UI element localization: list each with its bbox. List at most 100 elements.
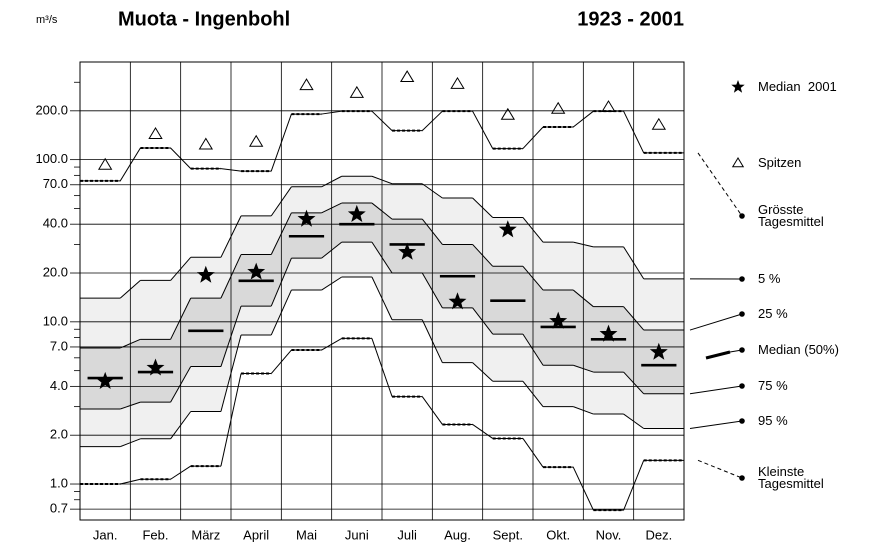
triangle bbox=[500, 107, 516, 120]
triangle bbox=[299, 78, 314, 91]
triangle bbox=[248, 134, 264, 147]
step-connector bbox=[321, 175, 342, 188]
star bbox=[599, 324, 618, 342]
x-tick-label: Okt. bbox=[546, 527, 570, 542]
legend-label: Spitzen bbox=[758, 155, 802, 170]
step-connector bbox=[120, 478, 141, 485]
y-tick-label: 0.7 bbox=[50, 501, 68, 516]
step-connector bbox=[220, 373, 242, 467]
step-connector bbox=[371, 276, 393, 320]
step-connector bbox=[421, 272, 443, 309]
step-connector bbox=[472, 424, 494, 439]
step-connector bbox=[371, 110, 393, 131]
step-connector bbox=[421, 183, 443, 199]
x-tick-label: Juli bbox=[397, 527, 417, 542]
star bbox=[398, 242, 417, 260]
step-connector bbox=[623, 413, 645, 429]
legend-dot bbox=[739, 276, 745, 282]
step-connector bbox=[270, 289, 292, 336]
plot-frame bbox=[79, 61, 685, 521]
x-tick-label: April bbox=[243, 527, 269, 542]
step-connector bbox=[573, 241, 594, 248]
x-tick-label: Jan. bbox=[93, 527, 118, 542]
star bbox=[498, 220, 517, 238]
step-connector bbox=[170, 147, 192, 169]
x-tick-label: Dez. bbox=[645, 527, 672, 542]
legend-label: Median 2001 bbox=[758, 79, 837, 94]
step-connector bbox=[472, 307, 494, 335]
step-connector bbox=[572, 110, 594, 128]
y-tick-label: 70.0 bbox=[43, 176, 68, 191]
step-connector bbox=[321, 276, 343, 291]
legend-label: 95 % bbox=[758, 413, 788, 428]
legend-line bbox=[689, 313, 743, 331]
step-connector bbox=[220, 215, 242, 258]
star bbox=[297, 209, 316, 227]
y-tick-label: 10.0 bbox=[43, 313, 68, 328]
triangle bbox=[399, 70, 415, 83]
step-connector bbox=[623, 460, 645, 511]
y-tick-label: 7.0 bbox=[50, 338, 68, 353]
step-connector bbox=[623, 246, 645, 280]
y-tick-label: 20.0 bbox=[43, 264, 68, 279]
step-connector bbox=[321, 110, 342, 115]
legend-label: Kleinste Tagesmittel bbox=[758, 464, 824, 491]
x-tick-label: Feb. bbox=[142, 527, 168, 542]
step-connector bbox=[270, 186, 292, 217]
step-connector bbox=[270, 113, 292, 172]
x-tick-label: März bbox=[191, 527, 220, 542]
step-connector bbox=[321, 202, 342, 214]
step-connector bbox=[371, 202, 393, 220]
triangle bbox=[97, 157, 113, 170]
legend-line bbox=[689, 420, 743, 429]
step-connector bbox=[572, 466, 594, 511]
legend-dot bbox=[739, 347, 745, 353]
y-unit: m³/s bbox=[36, 14, 58, 26]
y-tick-label: 1.0 bbox=[50, 475, 68, 490]
step-connector bbox=[220, 254, 242, 299]
step-connector bbox=[623, 306, 645, 331]
y-tick-label: 100.0 bbox=[35, 151, 68, 166]
legend-label: 5 % bbox=[758, 271, 781, 286]
step-connector bbox=[623, 371, 645, 395]
legend-label: 75 % bbox=[758, 378, 788, 393]
triangle bbox=[148, 126, 163, 139]
step-connector bbox=[270, 349, 292, 374]
step-connector bbox=[170, 256, 192, 281]
step-connector bbox=[170, 411, 192, 440]
triangle bbox=[349, 85, 365, 98]
star bbox=[247, 262, 266, 280]
step-connector bbox=[170, 465, 192, 480]
y-tick-label: 200.0 bbox=[35, 102, 68, 117]
step-connector bbox=[220, 168, 242, 172]
step-connector bbox=[321, 338, 342, 351]
step-connector bbox=[522, 438, 544, 468]
step-connector bbox=[522, 265, 544, 291]
legend-dot bbox=[739, 475, 745, 481]
legend-label: Grösste Tagesmittel bbox=[758, 202, 824, 229]
triangle bbox=[198, 137, 214, 150]
step-connector bbox=[421, 110, 443, 131]
triangle bbox=[601, 100, 616, 113]
step-connector bbox=[421, 319, 443, 363]
x-tick-label: Aug. bbox=[444, 527, 471, 542]
step-connector bbox=[371, 241, 393, 274]
step-connector bbox=[421, 218, 443, 245]
step-connector bbox=[170, 366, 192, 403]
triangle bbox=[550, 101, 566, 114]
x-tick-label: Sept. bbox=[493, 527, 523, 542]
step-connector bbox=[120, 438, 141, 448]
step-connector bbox=[472, 244, 494, 267]
step-connector bbox=[119, 280, 141, 299]
step-connector bbox=[472, 362, 494, 382]
step-connector bbox=[270, 212, 292, 255]
legend-dot bbox=[739, 383, 745, 389]
y-tick-label: 2.0 bbox=[50, 427, 68, 442]
legend-label: Median (50%) bbox=[758, 342, 839, 357]
legend-star bbox=[731, 80, 745, 93]
step-connector bbox=[321, 241, 343, 259]
legend-dot bbox=[739, 213, 745, 219]
x-tick-label: Juni bbox=[345, 527, 369, 542]
step-connector bbox=[522, 217, 544, 243]
